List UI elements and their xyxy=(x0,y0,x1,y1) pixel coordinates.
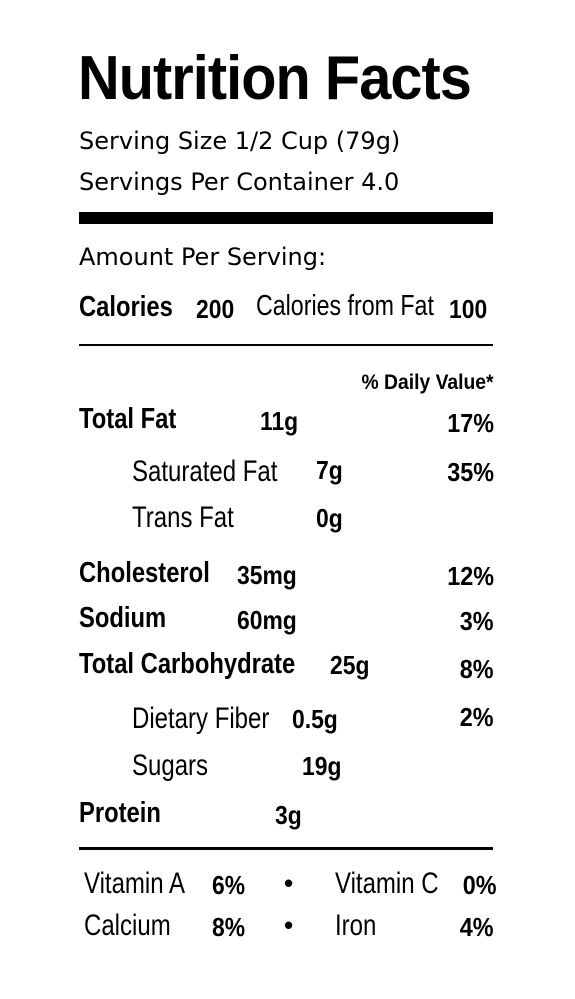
calories-value: 200 xyxy=(196,294,235,324)
thick-divider xyxy=(79,212,493,224)
cholesterol-dv: 12% xyxy=(447,561,494,591)
total-carbohydrate-dv: 8% xyxy=(460,654,494,684)
iron-label: Iron xyxy=(335,909,377,942)
amount-per-serving: Amount Per Serving: xyxy=(79,243,327,271)
vitamin-c-value: 0% xyxy=(463,870,497,900)
saturated-fat-dv: 35% xyxy=(447,457,494,487)
cholesterol-label: Cholesterol xyxy=(79,557,210,589)
trans-fat-label: Trans Fat xyxy=(132,501,234,534)
servings-per-container: Servings Per Container 4.0 xyxy=(79,168,400,196)
total-carbohydrate-amount: 25g xyxy=(330,650,370,680)
calcium-value: 8% xyxy=(212,912,246,942)
calories-from-fat-value: 100 xyxy=(449,294,488,324)
total-fat-dv: 17% xyxy=(447,408,494,438)
saturated-fat-amount: 7g xyxy=(316,455,343,485)
vitamin-c-label: Vitamin C xyxy=(335,867,439,900)
vitamin-a-label: Vitamin A xyxy=(84,867,185,900)
sodium-amount: 60mg xyxy=(237,605,297,635)
vitamin-a-value: 6% xyxy=(212,870,246,900)
bullet-separator: • xyxy=(284,910,294,940)
divider-line xyxy=(79,847,493,850)
trans-fat-amount: 0g xyxy=(316,503,343,533)
sodium-dv: 3% xyxy=(460,606,494,636)
calories-label: Calories xyxy=(79,291,173,323)
calcium-label: Calcium xyxy=(84,909,171,942)
sodium-label: Sodium xyxy=(79,602,167,634)
dietary-fiber-label: Dietary Fiber xyxy=(132,702,270,735)
daily-value-header: % Daily Value* xyxy=(361,371,494,394)
bullet-separator: • xyxy=(284,868,294,898)
total-fat-label: Total Fat xyxy=(79,403,177,435)
sugars-amount: 19g xyxy=(302,751,342,781)
divider-line xyxy=(79,344,493,346)
cholesterol-amount: 35mg xyxy=(237,560,297,590)
total-carbohydrate-label: Total Carbohydrate xyxy=(79,648,296,680)
protein-label: Protein xyxy=(79,797,161,829)
dietary-fiber-dv: 2% xyxy=(460,702,494,732)
label-title: Nutrition Facts xyxy=(78,44,472,113)
saturated-fat-label: Saturated Fat xyxy=(132,455,278,488)
protein-amount: 3g xyxy=(275,800,302,830)
total-fat-amount: 11g xyxy=(260,406,299,436)
serving-size: Serving Size 1/2 Cup (79g) xyxy=(79,127,401,155)
iron-value: 4% xyxy=(460,912,494,942)
sugars-label: Sugars xyxy=(132,749,209,782)
dietary-fiber-amount: 0.5g xyxy=(292,704,338,734)
calories-from-fat-label: Calories from Fat xyxy=(256,290,434,322)
